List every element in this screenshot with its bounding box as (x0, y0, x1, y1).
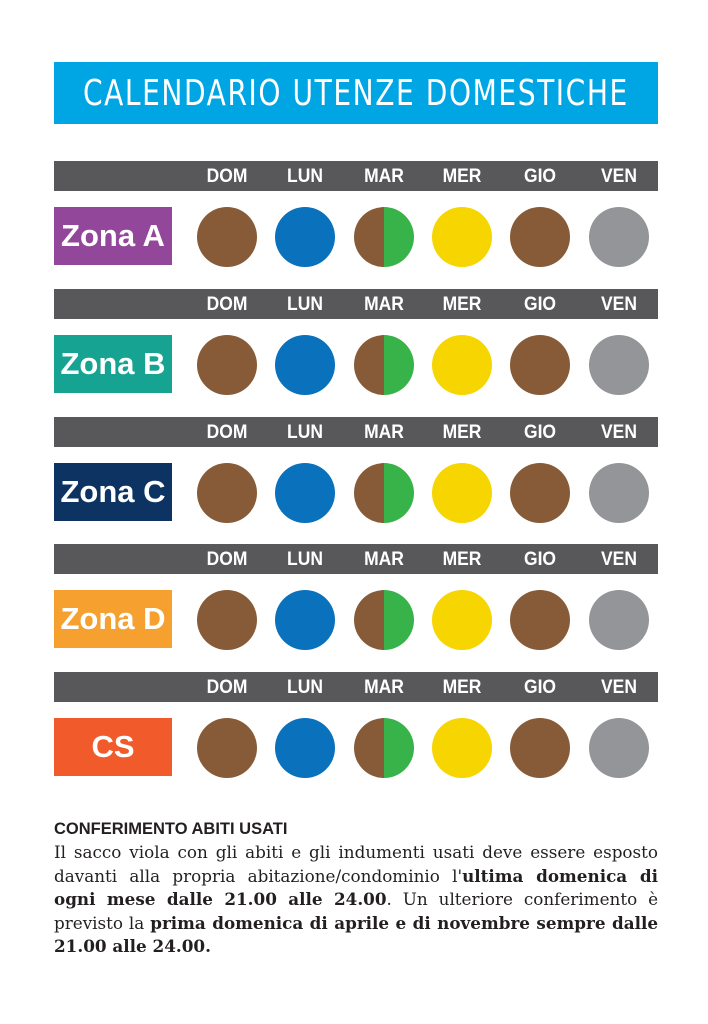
collection-dot-zona-d-ven (589, 590, 649, 650)
day-label-lun: LUN (287, 677, 323, 698)
collection-dot-cs-gio (510, 718, 570, 778)
collection-dot-cs-lun (275, 718, 335, 778)
collection-dot-zona-c-dom (197, 463, 257, 523)
day-label-ven: VEN (601, 549, 637, 570)
day-label-mer: MER (442, 166, 482, 187)
collection-dot-cs-mer (432, 718, 492, 778)
day-label-mer: MER (442, 294, 482, 315)
day-label-gio: GIO (523, 166, 557, 187)
day-label-mar: MAR (364, 166, 404, 187)
day-label-mar: MAR (364, 677, 404, 698)
day-label-mar: MAR (364, 294, 404, 315)
day-label-dom: DOM (206, 422, 248, 443)
info-section: CONFERIMENTO ABITI USATI Il sacco viola … (54, 818, 658, 959)
collection-dot-zona-b-lun (275, 335, 335, 395)
collection-dot-zona-b-mer (432, 335, 492, 395)
collection-dot-zona-b-dom (197, 335, 257, 395)
collection-dot-zona-b-ven (589, 335, 649, 395)
page-title: CALENDARIO UTENZE DOMESTICHE (83, 72, 629, 114)
day-label-gio: GIO (523, 549, 557, 570)
day-label-gio: GIO (523, 422, 557, 443)
collection-dot-zona-c-lun (275, 463, 335, 523)
day-label-ven: VEN (601, 294, 637, 315)
day-label-lun: LUN (287, 166, 323, 187)
day-label-dom: DOM (206, 677, 248, 698)
collection-dot-zona-c-mer (432, 463, 492, 523)
collection-dot-zona-d-lun (275, 590, 335, 650)
collection-dot-zona-a-lun (275, 207, 335, 267)
info-text-2: . Un ulteriore conferimento è previsto l… (54, 889, 659, 933)
day-label-gio: GIO (523, 677, 557, 698)
day-label-ven: VEN (601, 166, 637, 187)
day-label-mar: MAR (364, 422, 404, 443)
collection-dot-zona-a-dom (197, 207, 257, 267)
day-header-bar: DOM LUN MAR MER GIO VEN (54, 544, 658, 574)
day-header-bar: DOM LUN MAR MER GIO VEN (54, 672, 658, 702)
collection-dot-zona-d-mar (354, 590, 414, 650)
info-bold-1: ultima domenica di ogni mese dalle 21.00… (54, 865, 658, 910)
zone-label-zona-a: Zona A (54, 207, 172, 265)
title-banner: CALENDARIO UTENZE DOMESTICHE (54, 62, 658, 124)
day-label-dom: DOM (206, 166, 248, 187)
collection-dot-zona-a-mer (432, 207, 492, 267)
collection-dot-zona-d-mer (432, 590, 492, 650)
day-label-lun: LUN (287, 549, 323, 570)
day-label-gio: GIO (523, 294, 557, 315)
collection-dot-cs-mar (354, 718, 414, 778)
day-label-mer: MER (442, 549, 482, 570)
collection-dot-zona-c-ven (589, 463, 649, 523)
collection-dot-zona-c-mar (354, 463, 414, 523)
collection-dot-cs-ven (589, 718, 649, 778)
zone-label-cs: CS (54, 718, 172, 776)
day-label-dom: DOM (206, 294, 248, 315)
info-paragraph: Il sacco viola con gli abiti e gli indum… (54, 841, 658, 959)
zone-label-zona-b: Zona B (54, 335, 172, 393)
day-label-mer: MER (442, 677, 482, 698)
collection-dot-cs-dom (197, 718, 257, 778)
zone-label-zona-c: Zona C (54, 463, 172, 521)
collection-dot-zona-b-gio (510, 335, 570, 395)
day-label-mer: MER (442, 422, 482, 443)
info-text-1: Il sacco viola con gli abiti e gli indum… (54, 842, 658, 886)
collection-dot-zona-b-mar (354, 335, 414, 395)
collection-dot-zona-d-gio (510, 590, 570, 650)
day-label-lun: LUN (287, 294, 323, 315)
zone-label-zona-d: Zona D (54, 590, 172, 648)
info-heading: CONFERIMENTO ABITI USATI (54, 820, 288, 838)
day-label-ven: VEN (601, 422, 637, 443)
collection-dot-zona-a-ven (589, 207, 649, 267)
day-header-bar: DOM LUN MAR MER GIO VEN (54, 417, 658, 447)
day-label-mar: MAR (364, 549, 404, 570)
collection-dot-zona-a-gio (510, 207, 570, 267)
collection-dot-zona-a-mar (354, 207, 414, 267)
day-header-bar: DOM LUN MAR MER GIO VEN (54, 161, 658, 191)
day-header-bar: DOM LUN MAR MER GIO VEN (54, 289, 658, 319)
collection-dot-zona-c-gio (510, 463, 570, 523)
day-label-ven: VEN (601, 677, 637, 698)
day-label-lun: LUN (287, 422, 323, 443)
day-label-dom: DOM (206, 549, 248, 570)
info-bold-2: prima domenica di aprile e di novembre s… (54, 912, 658, 957)
collection-dot-zona-d-dom (197, 590, 257, 650)
